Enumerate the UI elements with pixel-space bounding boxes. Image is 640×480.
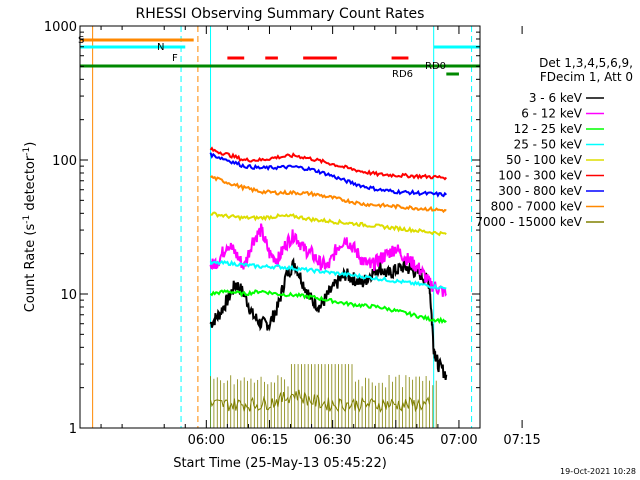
f-flag-label: F [172, 53, 178, 64]
series-line-6 [209, 152, 448, 198]
x-axis-label: Start Time (25-May-13 05:45:22) [173, 456, 387, 471]
x-tick-label: 06:45 [377, 433, 414, 448]
rd0-flag-label: RD0 [425, 61, 446, 72]
plot-marks: S NF RD0 RD6 [78, 26, 480, 428]
y-tick-label: 1000 [44, 20, 77, 35]
n-flag-label: N [157, 42, 164, 53]
y-axis-label: Count Rate (s-1 detector-1) [22, 142, 38, 313]
x-tick-label: 06:15 [251, 433, 288, 448]
legend-label: 6 - 12 keV [521, 107, 583, 121]
y-tick-label: 100 [52, 154, 77, 169]
y-tick-label: 1 [69, 422, 77, 437]
series-line-8 [210, 389, 430, 413]
y-tick-label: 10 [60, 288, 77, 303]
x-tick-label: 06:30 [314, 433, 351, 448]
rd6-flag-label: RD6 [392, 69, 413, 80]
legend-header-2: FDecim 1, Att 0 [540, 70, 633, 84]
s-flag-label: S [78, 35, 84, 46]
y-axis-label-mid: detector [23, 155, 38, 215]
series-line-1 [209, 223, 448, 297]
legend-label: 300 - 800 keV [498, 184, 582, 198]
y-axis-label-main: Count Rate (s [23, 224, 38, 313]
series-line-7 [210, 175, 447, 214]
legend: Det 1,3,4,5,6,9, FDecim 1, Att 0 3 - 6 k… [475, 56, 633, 229]
series-line-2 [209, 289, 447, 325]
y-axis-label-sup1: -1 [22, 215, 32, 224]
x-tick-label: 07:15 [503, 433, 540, 448]
x-tick-label: 07:00 [440, 433, 477, 448]
legend-header-1: Det 1,3,4,5,6,9, [539, 56, 633, 70]
legend-label: 12 - 25 keV [514, 122, 583, 136]
chart-title: RHESSI Observing Summary Count Rates [136, 6, 425, 22]
series-line-5 [209, 146, 448, 181]
legend-label: 7000 - 15000 keV [475, 215, 582, 229]
legend-label: 100 - 300 keV [498, 169, 582, 183]
series-line-0 [209, 257, 448, 381]
axes: 1000 100 10 1 06:00 06:15 06:30 06:45 07:00 07:15 [44, 20, 541, 448]
legend-label: 50 - 100 keV [506, 153, 583, 167]
y-axis-label-end: ) [23, 142, 38, 147]
legend-label: 25 - 50 keV [514, 138, 583, 152]
series-line-4 [210, 211, 447, 237]
plot-frame [79, 25, 481, 429]
x-tick-label: 06:00 [188, 433, 225, 448]
y-axis-label-sup2: -1 [22, 147, 32, 156]
legend-label: 3 - 6 keV [529, 91, 583, 105]
legend-label: 800 - 7000 keV [491, 200, 583, 214]
timestamp: 19-Oct-2021 10:28 [560, 467, 636, 476]
series-line-3 [209, 259, 447, 290]
